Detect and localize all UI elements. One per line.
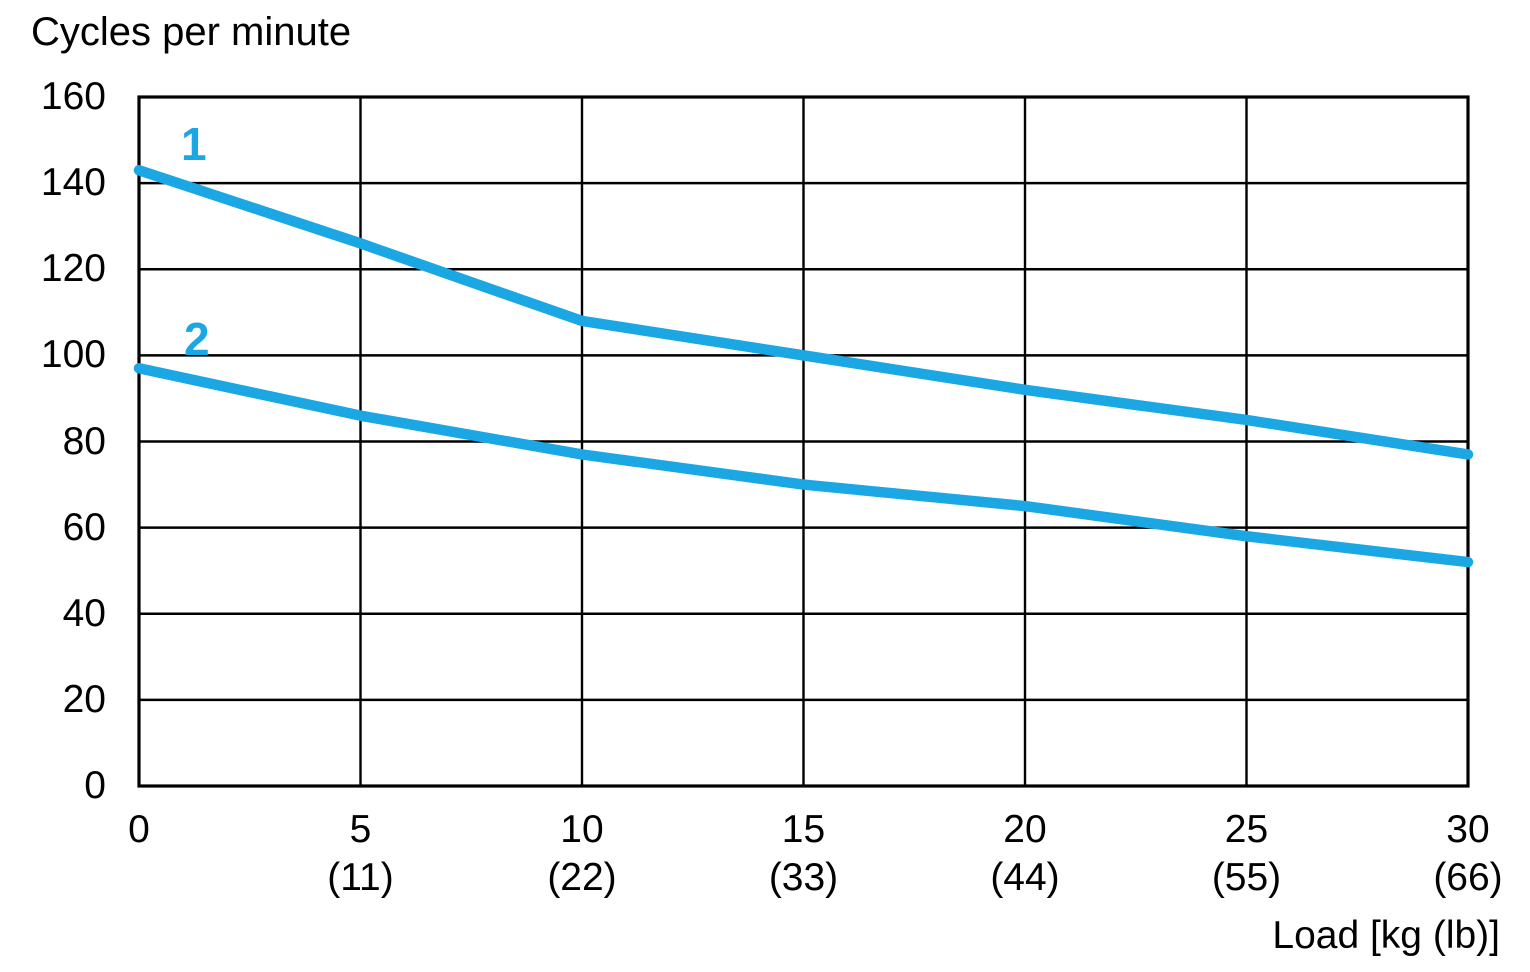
series-1-label: 1 bbox=[181, 118, 207, 170]
x-axis-title: Load [kg (lb)] bbox=[1272, 914, 1500, 957]
x-tick-label-lb: (22) bbox=[547, 856, 617, 899]
y-tick-label: 0 bbox=[84, 764, 106, 807]
x-tick-label-lb: (55) bbox=[1211, 856, 1282, 899]
x-tick-label-lb: (44) bbox=[990, 856, 1060, 899]
x-tick-label-kg: 20 bbox=[1003, 808, 1047, 851]
x-tick-label-kg: 25 bbox=[1224, 808, 1269, 851]
y-tick-label: 100 bbox=[40, 333, 106, 377]
series-2-label: 2 bbox=[184, 313, 210, 365]
y-tick-label: 60 bbox=[62, 505, 106, 549]
x-tick-label-kg: 5 bbox=[349, 808, 372, 851]
plot-border bbox=[137, 95, 1470, 788]
series-line-2 bbox=[133, 363, 1474, 568]
series-line-1 bbox=[133, 164, 1474, 460]
x-tick-label-kg: 0 bbox=[128, 808, 150, 851]
y-tick-label: 160 bbox=[40, 75, 106, 118]
x-tick-label-kg: 30 bbox=[1446, 808, 1490, 851]
x-tick-label-kg: 15 bbox=[781, 808, 826, 851]
y-tick-label: 120 bbox=[40, 247, 106, 291]
x-tick-label-lb: (66) bbox=[1433, 856, 1503, 899]
y-tick-label: 140 bbox=[40, 161, 106, 205]
x-tick-label-lb: (33) bbox=[768, 856, 839, 899]
x-tick-label-kg: 10 bbox=[560, 808, 604, 851]
x-tick-label-lb: (11) bbox=[327, 856, 394, 899]
chart-title: Cycles per minute bbox=[31, 10, 352, 54]
y-tick-label: 40 bbox=[62, 591, 106, 635]
y-tick-label: 20 bbox=[62, 677, 106, 721]
y-tick-label: 80 bbox=[62, 419, 106, 463]
